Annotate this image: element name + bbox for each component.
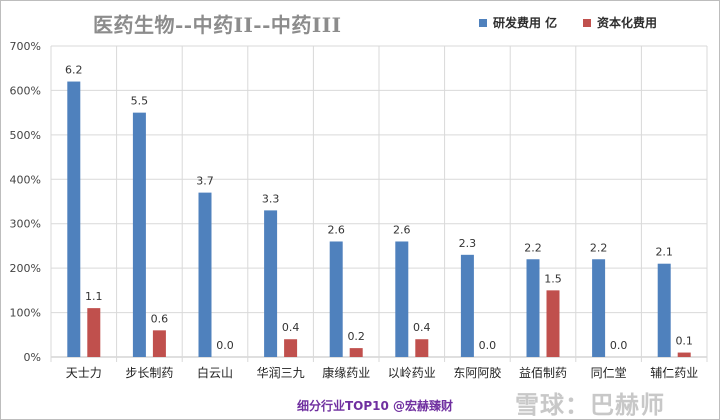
x-tick-label: 步长制药	[125, 366, 173, 380]
bar-rd	[592, 259, 606, 357]
bar-capex	[546, 290, 560, 357]
x-tick-label: 康缘药业	[322, 365, 370, 380]
bar-capex	[677, 352, 691, 357]
data-label-rd: 2.3	[459, 237, 477, 250]
bar-capex	[87, 308, 101, 357]
bar-capex	[415, 339, 429, 357]
bar-rd	[460, 254, 474, 357]
watermark: 雪球：巴赫师	[515, 391, 665, 419]
data-label-capex: 0.0	[216, 339, 234, 352]
y-tick-label: 100%	[10, 307, 41, 320]
data-label-rd: 5.5	[131, 95, 149, 108]
data-label-rd: 3.7	[196, 175, 214, 188]
y-tick-label: 300%	[10, 218, 41, 231]
x-tick-label: 以岭药业	[388, 366, 436, 380]
x-tick-label: 同仁堂	[591, 366, 627, 380]
legend-swatch-rd	[479, 18, 487, 27]
bar-rd	[67, 81, 81, 358]
bar-rd	[526, 259, 540, 357]
data-label-rd: 2.2	[590, 241, 608, 254]
data-label-rd: 2.6	[393, 223, 411, 236]
data-label-capex: 0.4	[282, 321, 300, 334]
x-tick-label: 益佰制药	[519, 366, 567, 380]
legend-item-capex: 资本化费用	[583, 14, 657, 31]
y-tick-label: 0%	[24, 351, 41, 364]
chart-title: 医药生物--中药II--中药III	[93, 13, 342, 37]
bar-rd	[132, 112, 146, 358]
legend-item-rd: 研发费用 亿	[479, 14, 557, 31]
data-label-rd: 3.3	[262, 192, 280, 205]
y-tick-label: 200%	[10, 262, 41, 275]
y-tick-label: 400%	[10, 173, 41, 186]
bar-rd	[264, 210, 278, 357]
data-label-capex: 0.2	[347, 330, 365, 343]
bar-rd	[657, 263, 671, 357]
y-tick-label: 600%	[10, 84, 41, 97]
x-tick-label: 辅仁药业	[650, 366, 698, 380]
y-tick-label: 700%	[10, 40, 41, 53]
bar-capex	[152, 330, 166, 357]
x-tick-label: 东阿阿胶	[453, 365, 501, 380]
legend-label-capex: 资本化费用	[597, 16, 658, 30]
x-tick-label: 华润三九	[257, 366, 305, 380]
bar-rd	[395, 241, 409, 357]
x-tick-label: 白云山	[197, 365, 233, 380]
bar-rd	[329, 241, 343, 357]
x-tick-label: 天士力	[66, 366, 102, 380]
data-label-capex: 0.4	[413, 321, 431, 334]
data-label-rd: 6.2	[65, 64, 83, 77]
data-label-rd: 2.6	[327, 223, 345, 236]
bar-rd	[198, 192, 212, 357]
data-label-rd: 2.1	[655, 246, 673, 259]
data-label-capex: 0.0	[479, 339, 497, 352]
bar-capex	[349, 348, 363, 357]
y-tick-label: 500%	[10, 129, 41, 142]
data-label-capex: 1.1	[85, 290, 103, 303]
data-label-capex: 0.0	[610, 339, 628, 352]
legend-swatch-capex	[583, 18, 591, 27]
data-label-rd: 2.2	[524, 241, 542, 254]
data-label-capex: 0.1	[675, 335, 693, 348]
legend-label-rd: 研发费用 亿	[493, 16, 558, 30]
bar-capex	[284, 339, 298, 357]
data-label-capex: 1.5	[544, 272, 562, 285]
data-label-capex: 0.6	[151, 312, 169, 325]
footer-caption: 细分行业TOP10 @宏赫臻财	[297, 399, 454, 413]
